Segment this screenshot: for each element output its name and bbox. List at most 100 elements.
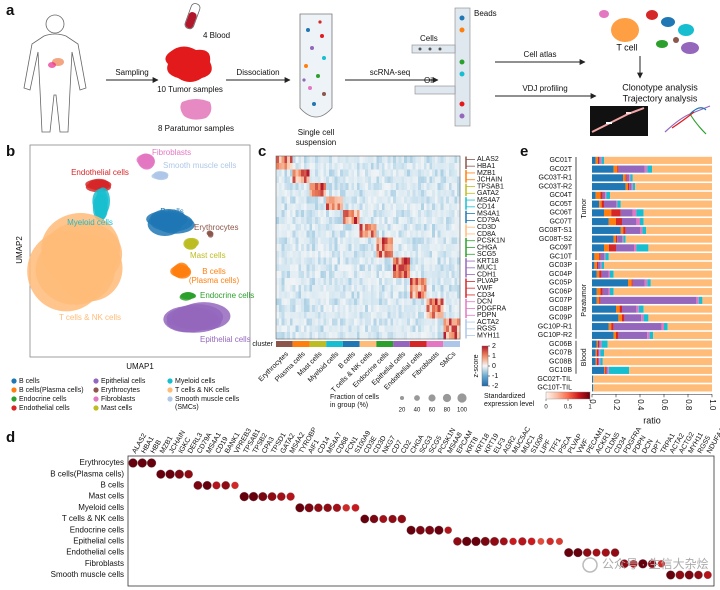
heatmap-cell — [309, 278, 313, 286]
heatmap-cell — [306, 278, 310, 286]
heatmap-cell — [276, 332, 280, 340]
heatmap-cell — [326, 264, 330, 272]
heatmap-cell — [345, 237, 349, 245]
heatmap-cell — [368, 189, 372, 197]
heatmap-cell — [373, 257, 377, 265]
heatmap-cell — [362, 305, 366, 313]
heatmap-cell — [354, 278, 358, 286]
heatmap-cell — [292, 332, 296, 340]
legend-label: Fibroblasts — [101, 396, 136, 403]
heatmap-cell — [420, 210, 425, 218]
heatmap-cell — [426, 291, 430, 299]
heatmap-cell — [292, 264, 296, 272]
heatmap-cell — [387, 169, 391, 177]
ratio-segment — [600, 156, 602, 164]
legend-label: Endothelial cells — [19, 405, 70, 412]
heatmap-cell — [342, 284, 346, 292]
heatmap-cell — [309, 210, 313, 218]
heatmap-cell — [404, 189, 408, 197]
heatmap-cell — [451, 244, 455, 252]
cluster-bar — [393, 341, 410, 347]
heatmap-cell — [320, 183, 324, 191]
heatmap-cell — [387, 305, 391, 313]
heatmap-cell — [298, 230, 302, 238]
heatmap-cell — [309, 230, 313, 238]
heatmap-cell — [446, 230, 450, 238]
heatmap-cell — [278, 196, 282, 204]
heatmap-cell — [301, 237, 305, 245]
heatmap-cell — [412, 189, 416, 197]
heatmap-cell — [303, 223, 307, 231]
heatmap-cell — [312, 203, 316, 211]
heatmap-cell — [393, 332, 397, 340]
heatmap-cell — [379, 156, 383, 164]
heatmap-cell — [370, 305, 374, 313]
heatmap-cell — [354, 203, 358, 211]
heatmap-cell — [354, 183, 358, 191]
heatmap-cell — [432, 244, 436, 252]
heatmap-cell — [281, 237, 285, 245]
heatmap-cell — [292, 230, 296, 238]
heatmap-cell — [451, 305, 455, 313]
heatmap-cell — [312, 325, 316, 333]
heatmap-cell — [301, 183, 305, 191]
heatmap-cell — [409, 298, 413, 306]
heatmap-cell — [395, 291, 399, 299]
ratio-segment — [608, 218, 616, 226]
heatmap-cell — [354, 325, 358, 333]
ratio-segment — [599, 358, 601, 366]
heatmap-cell — [276, 284, 280, 292]
heatmap-cell — [373, 271, 377, 279]
heatmap-cell — [317, 325, 321, 333]
heatmap-cell — [320, 271, 324, 279]
heatmap-cell — [287, 305, 291, 313]
heatmap-cell — [306, 257, 310, 265]
heatmap-cell — [451, 325, 455, 333]
heatmap-cell — [412, 176, 416, 184]
heatmap-cell — [334, 237, 338, 245]
heatmap-cell — [301, 217, 305, 225]
heatmap-cell — [368, 311, 372, 319]
heatmap-cell — [401, 332, 405, 340]
heatmap-cell — [320, 237, 324, 245]
row-label: GC03P — [549, 262, 572, 269]
heatmap-cell — [432, 325, 436, 333]
heatmap-cell — [317, 264, 321, 272]
ratio-segment — [593, 384, 712, 392]
heatmap-cell — [320, 189, 324, 197]
heatmap-cell — [423, 250, 427, 258]
heatmap-cell — [440, 318, 444, 326]
heatmap-cell — [437, 332, 441, 340]
heatmap-cell — [368, 284, 372, 292]
ratio-segment — [664, 323, 668, 331]
heatmap-cell — [298, 203, 302, 211]
heatmap-cell — [415, 284, 419, 292]
heatmap-cell — [423, 311, 427, 319]
heatmap-cell — [443, 250, 447, 258]
row-label: GC10T — [549, 253, 572, 260]
heatmap-cell — [289, 305, 294, 313]
ratio-segment — [618, 331, 648, 339]
heatmap-cell — [390, 257, 394, 265]
gene-label: CDH1 — [477, 271, 496, 278]
heatmap-cell — [415, 196, 419, 204]
heatmap-cell — [415, 223, 419, 231]
heatmap-cell — [284, 311, 288, 319]
heatmap-cell — [401, 311, 405, 319]
ratio-segment — [622, 314, 625, 322]
ratio-segment — [616, 218, 622, 226]
cluster-name: Myeloid cells — [307, 350, 341, 384]
heatmap-cell — [404, 291, 408, 299]
heatmap-cell — [298, 298, 302, 306]
heatmap-cell — [370, 189, 374, 197]
heatmap-cell — [451, 223, 455, 231]
heatmap-cell — [278, 230, 282, 238]
heatmap-cell — [356, 183, 360, 191]
size-legend-dot — [457, 393, 467, 403]
heatmap-cell — [298, 176, 302, 184]
heatmap-cell — [437, 318, 441, 326]
heatmap-cell — [454, 183, 458, 191]
heatmap-cell — [434, 257, 438, 265]
ratio-segment — [698, 296, 703, 304]
heatmap-cell — [420, 223, 425, 231]
